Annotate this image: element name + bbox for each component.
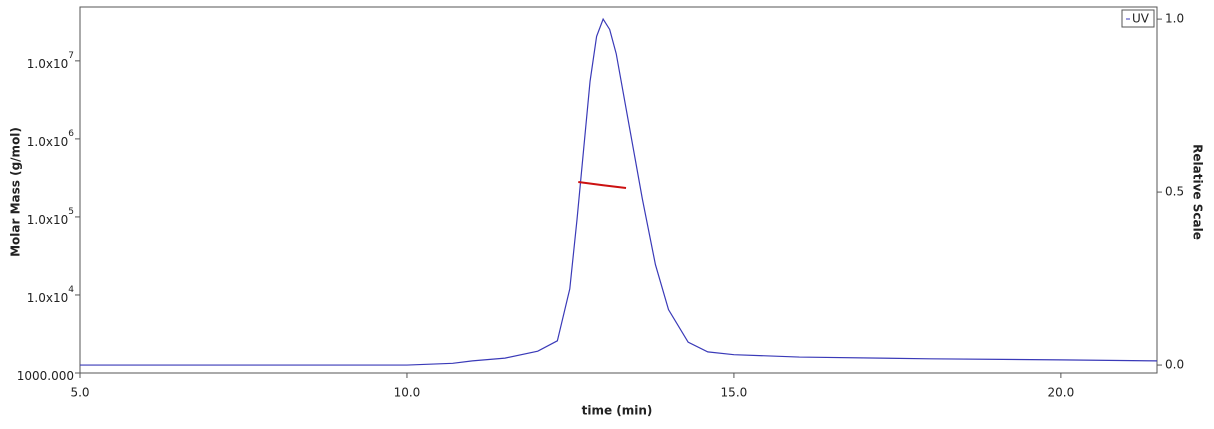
- series-line: [578, 181, 627, 189]
- y-tick-label: 1.0x104: [27, 284, 74, 304]
- x-tick-label: 15.0: [721, 386, 748, 400]
- legend-label: UV: [1132, 12, 1150, 26]
- y-tick-label-base: 1.0x10: [27, 290, 68, 304]
- y-tick-label: 1.0x107: [27, 50, 74, 70]
- y-tick-label-base: 1000.000: [17, 369, 74, 383]
- y2-axis-label: Relative Scale: [1191, 144, 1205, 240]
- y-axis-label: Molar Mass (g/mol): [9, 127, 23, 257]
- y2-tick-label: 0.0: [1165, 358, 1184, 372]
- y-tick-label-base: 1.0x10: [27, 212, 68, 226]
- y-tick-label-exp: 7: [68, 50, 74, 60]
- y-tick-label-exp: 4: [68, 284, 74, 294]
- y-tick-label: 1.0x105: [27, 206, 74, 226]
- y2-tick-label: 0.5: [1165, 185, 1184, 199]
- x-tick-label: 10.0: [394, 386, 421, 400]
- plot-frame: [79, 6, 1158, 374]
- y-tick-label: 1000.000: [17, 369, 74, 383]
- series-line: [80, 17, 1158, 366]
- y-tick-label-base: 1.0x10: [27, 134, 68, 148]
- legend: UV: [1121, 9, 1155, 28]
- y2-tick-label: 1.0: [1165, 12, 1184, 26]
- legend-box: [1121, 9, 1155, 28]
- x-tick-label: 5.0: [70, 386, 89, 400]
- x-axis-label: time (min): [582, 404, 653, 418]
- x-tick-label: 20.0: [1048, 386, 1075, 400]
- y-tick-label-exp: 6: [68, 128, 74, 138]
- y-tick-label-exp: 5: [68, 206, 74, 216]
- y-tick-label: 1.0x106: [27, 128, 74, 148]
- y-tick-label-base: 1.0x10: [27, 56, 68, 70]
